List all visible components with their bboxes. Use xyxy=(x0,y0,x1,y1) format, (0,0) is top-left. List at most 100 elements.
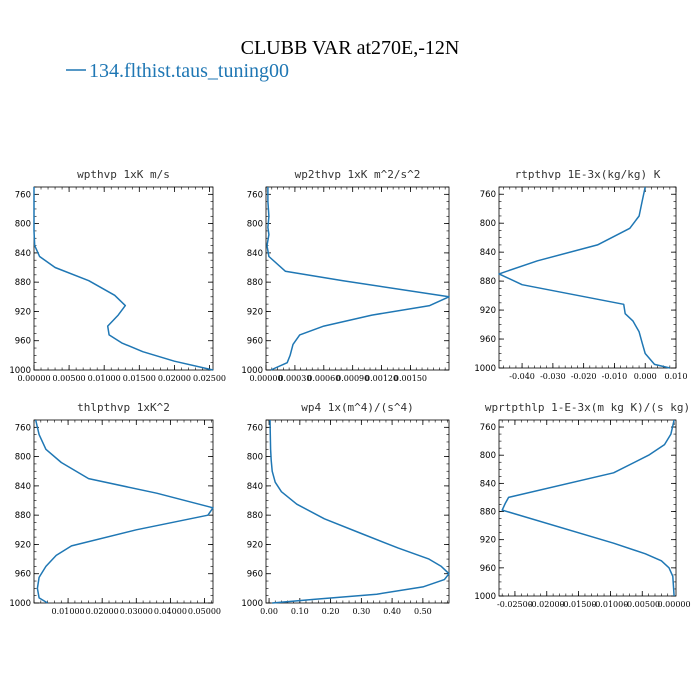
y-tick-label: 1000 xyxy=(9,599,31,609)
x-tick-label: 0.01500 xyxy=(123,374,156,383)
y-tick-label: 920 xyxy=(15,307,31,317)
x-tick-label: 0.50 xyxy=(414,607,432,616)
x-tick-label: 0.01000 xyxy=(88,374,121,383)
x-tick-label: 0.00120 xyxy=(365,374,398,383)
x-tick-label: -0.040 xyxy=(509,372,535,381)
plot-frame xyxy=(265,419,450,604)
x-tick-label: -0.02500 xyxy=(497,600,533,609)
x-tick-label: 0.40 xyxy=(383,607,401,616)
plot-frame xyxy=(33,419,214,604)
y-tick-label: 880 xyxy=(15,511,31,521)
y-tick-label: 800 xyxy=(15,220,31,230)
y-tick-label: 1000 xyxy=(241,599,263,609)
y-tick-label: 960 xyxy=(480,564,496,574)
y-tick-label: 840 xyxy=(15,249,31,259)
y-tick-label: 1000 xyxy=(241,366,263,376)
y-tick-label: 1000 xyxy=(9,366,31,376)
x-tick-label: 0.00000 xyxy=(249,374,282,383)
panel-6: wprtpthlp 1-E-3x(m kg K)/(s kg) 760 800 840… xyxy=(474,401,690,609)
plot-frame xyxy=(498,186,677,369)
y-tick-label: 960 xyxy=(15,337,31,347)
plot-frame xyxy=(33,186,214,371)
x-tick-label: -0.01000 xyxy=(593,600,629,609)
y-tick-label: 960 xyxy=(480,335,496,345)
x-tick-label: 0.00000 xyxy=(658,600,691,609)
y-tick-label: 920 xyxy=(247,307,263,317)
series-line xyxy=(266,187,450,371)
y-tick-label: 880 xyxy=(247,278,263,288)
y-tick-label: 1000 xyxy=(474,364,496,374)
y-tick-label: 800 xyxy=(480,219,496,229)
y-tick-label: 800 xyxy=(480,451,496,461)
series-line xyxy=(33,187,214,371)
panel-title: wp2thvp 1xK m^2/s^2 xyxy=(295,168,421,181)
series-line xyxy=(498,186,670,369)
y-tick-label: 840 xyxy=(247,249,263,259)
panel-title: wpthvp 1xK m/s xyxy=(77,168,170,181)
y-tick-label: 920 xyxy=(480,536,496,546)
legend-label: 134.flthist.taus_tuning00 xyxy=(89,60,289,82)
x-tick-label: 0.02000 xyxy=(86,607,119,616)
y-tick-label: 760 xyxy=(247,423,263,433)
x-tick-label: 0.02500 xyxy=(193,374,226,383)
x-tick-label: 0.00000 xyxy=(17,374,50,383)
x-tick-label: 0.00030 xyxy=(278,374,311,383)
panel-title: thlpthvp 1xK^2 xyxy=(77,401,170,414)
x-tick-label: 0.20 xyxy=(322,607,340,616)
x-tick-label: 0.02000 xyxy=(158,374,191,383)
y-tick-label: 800 xyxy=(15,453,31,463)
y-tick-label: 760 xyxy=(480,190,496,200)
y-tick-label: 920 xyxy=(15,540,31,550)
y-tick-label: 1000 xyxy=(474,592,496,602)
y-tick-label: 840 xyxy=(15,482,31,492)
y-tick-label: 960 xyxy=(247,337,263,347)
x-tick-label: 0.30 xyxy=(352,607,370,616)
y-tick-label: 920 xyxy=(247,540,263,550)
series-line xyxy=(501,419,675,597)
y-tick-label: 880 xyxy=(480,508,496,518)
x-tick-label: 0.00 xyxy=(260,607,278,616)
panel-title: wp4 1x(m^4)/(s^4) xyxy=(301,401,414,414)
x-tick-label: 0.01000 xyxy=(52,607,85,616)
x-tick-label: -0.01500 xyxy=(561,600,597,609)
panels: wpthvp 1xK m/s76080084088092096010000.00… xyxy=(9,168,690,616)
panel-3: rtpthvp 1E-3x(kg/kg) K 760 800 840 880 920 960… xyxy=(474,168,687,381)
x-tick-label: 0.000 xyxy=(634,372,657,381)
series-line xyxy=(34,419,214,604)
x-tick-label: 0.04000 xyxy=(154,607,187,616)
panel-1: wpthvp 1xK m/s76080084088092096010000.00… xyxy=(9,168,226,383)
panel-title: rtpthvp 1E-3x(kg/kg) K xyxy=(515,168,661,181)
x-tick-label: 0.05000 xyxy=(188,607,221,616)
x-tick-label: 0.03000 xyxy=(120,607,153,616)
y-tick-label: 760 xyxy=(247,190,263,200)
panel-4: thlpthvp 1xK^2 760 800 840 880 920 960 1000 0.01… xyxy=(9,401,221,616)
x-tick-label: 0.10 xyxy=(291,607,309,616)
figure-title: CLUBB VAR at270E,-12N xyxy=(241,37,460,59)
y-tick-label: 760 xyxy=(15,190,31,200)
panel-title: wprtpthlp 1-E-3x(m kg K)/(s kg) xyxy=(485,401,690,414)
x-tick-label: 0.00090 xyxy=(336,374,369,383)
x-tick-label: -0.020 xyxy=(571,372,597,381)
y-tick-label: 960 xyxy=(15,570,31,580)
x-tick-label: -0.010 xyxy=(602,372,628,381)
y-tick-label: 760 xyxy=(15,423,31,433)
y-tick-label: 880 xyxy=(247,511,263,521)
y-tick-label: 800 xyxy=(247,453,263,463)
y-tick-label: 920 xyxy=(480,306,496,316)
y-tick-label: 880 xyxy=(480,277,496,287)
panel-2: wp2thvp 1xK m^2/s^2 760 800 840 880 920 960 100… xyxy=(241,168,450,383)
x-tick-label: -0.00500 xyxy=(624,600,660,609)
series-line xyxy=(269,419,450,604)
x-tick-label: 0.00150 xyxy=(394,374,427,383)
x-tick-label: -0.030 xyxy=(540,372,566,381)
x-tick-label: 0.010 xyxy=(665,372,688,381)
plot-frame xyxy=(498,419,677,597)
x-tick-label: 0.00500 xyxy=(53,374,86,383)
y-tick-label: 800 xyxy=(247,220,263,230)
y-tick-label: 840 xyxy=(480,479,496,489)
y-tick-label: 960 xyxy=(247,570,263,580)
y-tick-label: 880 xyxy=(15,278,31,288)
plot-frame xyxy=(265,186,450,371)
y-tick-label: 840 xyxy=(480,248,496,258)
